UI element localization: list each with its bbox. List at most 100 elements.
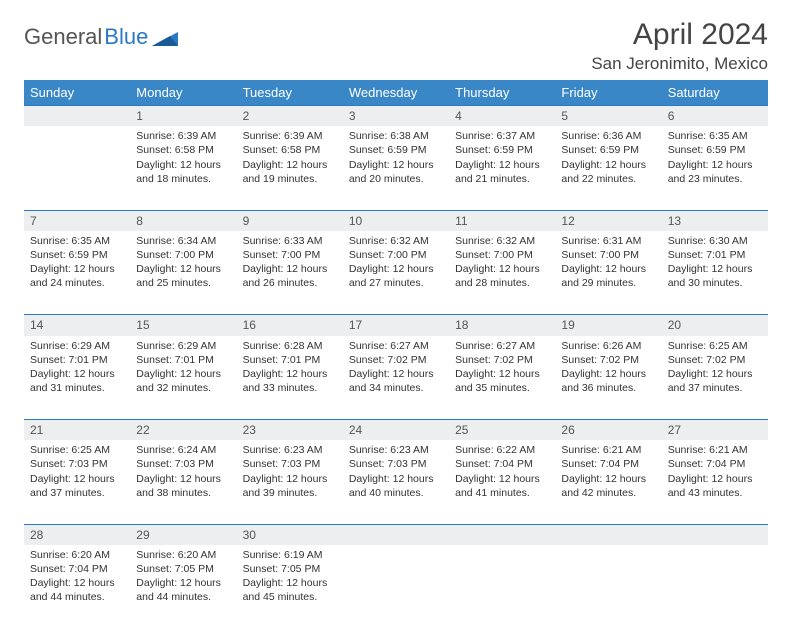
sunset-text: Sunset: 7:02 PM xyxy=(455,353,549,367)
sunrise-text: Sunrise: 6:25 AM xyxy=(30,443,124,457)
daylight-text: and 22 minutes. xyxy=(561,172,655,186)
sunset-text: Sunset: 7:04 PM xyxy=(668,457,762,471)
sunset-text: Sunset: 7:03 PM xyxy=(30,457,124,471)
day-number-cell: 9 xyxy=(237,210,343,231)
daylight-text: Daylight: 12 hours xyxy=(668,472,762,486)
day-number-cell: 17 xyxy=(343,315,449,336)
daylight-text: and 21 minutes. xyxy=(455,172,549,186)
daylight-text: Daylight: 12 hours xyxy=(243,576,337,590)
daylight-text: and 44 minutes. xyxy=(136,590,230,604)
daylight-text: and 28 minutes. xyxy=(455,276,549,290)
sunset-text: Sunset: 7:01 PM xyxy=(668,248,762,262)
sunset-text: Sunset: 7:00 PM xyxy=(561,248,655,262)
month-title: April 2024 xyxy=(591,18,768,52)
day-data-cell: Sunrise: 6:35 AMSunset: 6:59 PMDaylight:… xyxy=(24,231,130,315)
logo-triangle-icon xyxy=(152,28,178,46)
daylight-text: and 35 minutes. xyxy=(455,381,549,395)
daylight-text: Daylight: 12 hours xyxy=(136,367,230,381)
day-number-cell: 20 xyxy=(662,315,768,336)
sunset-text: Sunset: 7:00 PM xyxy=(243,248,337,262)
day-number-cell: 14 xyxy=(24,315,130,336)
sunrise-text: Sunrise: 6:21 AM xyxy=(668,443,762,457)
sunrise-text: Sunrise: 6:35 AM xyxy=(668,129,762,143)
sunrise-text: Sunrise: 6:19 AM xyxy=(243,548,337,562)
sunset-text: Sunset: 6:58 PM xyxy=(136,143,230,157)
daylight-text: and 37 minutes. xyxy=(30,486,124,500)
daylight-text: Daylight: 12 hours xyxy=(349,472,443,486)
daylight-text: and 41 minutes. xyxy=(455,486,549,500)
daylight-text: and 25 minutes. xyxy=(136,276,230,290)
day-number-row: 78910111213 xyxy=(24,210,768,231)
day-data-cell: Sunrise: 6:27 AMSunset: 7:02 PMDaylight:… xyxy=(343,336,449,420)
sunrise-text: Sunrise: 6:23 AM xyxy=(349,443,443,457)
day-data-cell: Sunrise: 6:23 AMSunset: 7:03 PMDaylight:… xyxy=(343,440,449,524)
day-data-cell: Sunrise: 6:34 AMSunset: 7:00 PMDaylight:… xyxy=(130,231,236,315)
daylight-text: and 37 minutes. xyxy=(668,381,762,395)
sunset-text: Sunset: 7:00 PM xyxy=(136,248,230,262)
sunset-text: Sunset: 7:03 PM xyxy=(243,457,337,471)
day-data-row: Sunrise: 6:29 AMSunset: 7:01 PMDaylight:… xyxy=(24,336,768,420)
daylight-text: Daylight: 12 hours xyxy=(668,158,762,172)
daylight-text: Daylight: 12 hours xyxy=(455,472,549,486)
day-data-cell xyxy=(449,545,555,629)
day-number-cell: 26 xyxy=(555,420,661,441)
day-number-cell xyxy=(555,524,661,545)
day-data-cell: Sunrise: 6:21 AMSunset: 7:04 PMDaylight:… xyxy=(662,440,768,524)
sunrise-text: Sunrise: 6:27 AM xyxy=(455,339,549,353)
sunrise-text: Sunrise: 6:21 AM xyxy=(561,443,655,457)
daylight-text: Daylight: 12 hours xyxy=(30,262,124,276)
daylight-text: Daylight: 12 hours xyxy=(561,472,655,486)
weekday-header: Wednesday xyxy=(343,80,449,106)
sunrise-text: Sunrise: 6:39 AM xyxy=(136,129,230,143)
daylight-text: and 40 minutes. xyxy=(349,486,443,500)
sunset-text: Sunset: 6:58 PM xyxy=(243,143,337,157)
day-number-cell: 29 xyxy=(130,524,236,545)
daylight-text: Daylight: 12 hours xyxy=(455,158,549,172)
day-number-cell: 11 xyxy=(449,210,555,231)
sunrise-text: Sunrise: 6:39 AM xyxy=(243,129,337,143)
daylight-text: and 34 minutes. xyxy=(349,381,443,395)
sunset-text: Sunset: 7:01 PM xyxy=(243,353,337,367)
day-number-cell: 1 xyxy=(130,106,236,127)
sunset-text: Sunset: 7:05 PM xyxy=(243,562,337,576)
day-data-row: Sunrise: 6:20 AMSunset: 7:04 PMDaylight:… xyxy=(24,545,768,629)
day-data-cell: Sunrise: 6:29 AMSunset: 7:01 PMDaylight:… xyxy=(130,336,236,420)
day-number-cell: 25 xyxy=(449,420,555,441)
sunset-text: Sunset: 7:03 PM xyxy=(136,457,230,471)
daylight-text: Daylight: 12 hours xyxy=(243,262,337,276)
sunset-text: Sunset: 7:00 PM xyxy=(455,248,549,262)
sunset-text: Sunset: 6:59 PM xyxy=(349,143,443,157)
daylight-text: Daylight: 12 hours xyxy=(30,367,124,381)
sunrise-text: Sunrise: 6:20 AM xyxy=(136,548,230,562)
daylight-text: Daylight: 12 hours xyxy=(136,576,230,590)
day-data-cell: Sunrise: 6:28 AMSunset: 7:01 PMDaylight:… xyxy=(237,336,343,420)
daylight-text: and 19 minutes. xyxy=(243,172,337,186)
day-number-cell: 6 xyxy=(662,106,768,127)
day-data-cell: Sunrise: 6:24 AMSunset: 7:03 PMDaylight:… xyxy=(130,440,236,524)
sunset-text: Sunset: 6:59 PM xyxy=(30,248,124,262)
sunrise-text: Sunrise: 6:30 AM xyxy=(668,234,762,248)
sunset-text: Sunset: 7:01 PM xyxy=(30,353,124,367)
day-number-cell: 24 xyxy=(343,420,449,441)
weekday-header: Friday xyxy=(555,80,661,106)
title-block: April 2024 San Jeronimito, Mexico xyxy=(591,18,768,74)
daylight-text: and 20 minutes. xyxy=(349,172,443,186)
sunset-text: Sunset: 6:59 PM xyxy=(455,143,549,157)
daylight-text: Daylight: 12 hours xyxy=(349,367,443,381)
daylight-text: Daylight: 12 hours xyxy=(561,158,655,172)
daylight-text: and 29 minutes. xyxy=(561,276,655,290)
day-data-cell: Sunrise: 6:39 AMSunset: 6:58 PMDaylight:… xyxy=(130,126,236,210)
day-number-cell: 19 xyxy=(555,315,661,336)
sunrise-text: Sunrise: 6:35 AM xyxy=(30,234,124,248)
sunrise-text: Sunrise: 6:26 AM xyxy=(561,339,655,353)
sunset-text: Sunset: 6:59 PM xyxy=(561,143,655,157)
day-data-cell: Sunrise: 6:37 AMSunset: 6:59 PMDaylight:… xyxy=(449,126,555,210)
day-number-row: 282930 xyxy=(24,524,768,545)
daylight-text: Daylight: 12 hours xyxy=(243,367,337,381)
day-number-cell xyxy=(343,524,449,545)
daylight-text: and 45 minutes. xyxy=(243,590,337,604)
weekday-header: Saturday xyxy=(662,80,768,106)
daylight-text: Daylight: 12 hours xyxy=(243,158,337,172)
calendar-table: Sunday Monday Tuesday Wednesday Thursday… xyxy=(24,80,768,629)
day-number-cell: 8 xyxy=(130,210,236,231)
